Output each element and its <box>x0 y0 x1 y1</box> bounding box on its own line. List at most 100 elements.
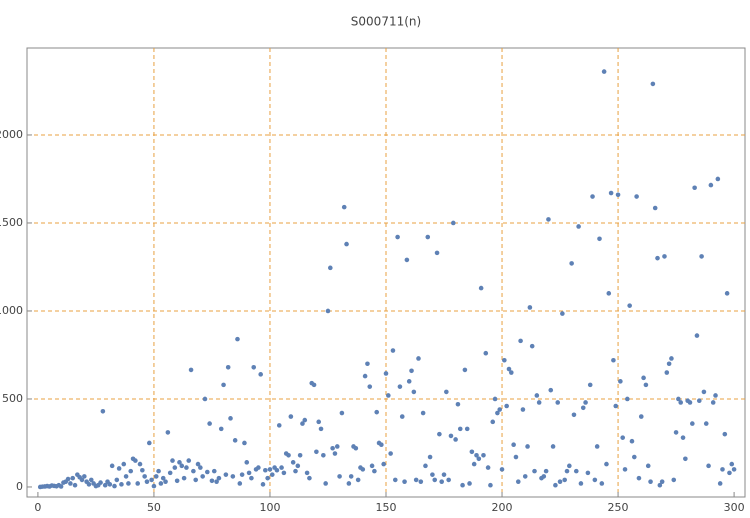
point <box>720 467 725 472</box>
point <box>434 250 440 256</box>
point <box>341 204 347 210</box>
point <box>174 478 180 484</box>
point <box>256 465 261 470</box>
point <box>404 257 410 263</box>
point <box>177 460 182 465</box>
point <box>590 194 595 199</box>
point <box>555 400 561 405</box>
point <box>585 470 591 476</box>
point <box>529 343 535 349</box>
point <box>355 477 361 483</box>
point <box>599 481 605 486</box>
point <box>499 467 505 472</box>
point <box>353 445 359 451</box>
point <box>604 461 609 467</box>
point <box>481 452 486 458</box>
point <box>680 435 686 440</box>
point <box>267 467 273 472</box>
point <box>550 444 556 449</box>
point <box>126 481 131 486</box>
point <box>636 475 642 481</box>
point <box>587 382 593 388</box>
point <box>652 205 658 211</box>
point <box>727 470 732 476</box>
point <box>676 396 681 402</box>
point <box>318 426 324 432</box>
point <box>532 468 537 474</box>
point <box>321 452 326 458</box>
point <box>520 407 526 412</box>
point <box>645 463 651 469</box>
point <box>625 396 630 402</box>
point <box>541 474 547 479</box>
point <box>72 482 78 488</box>
point <box>573 468 579 474</box>
point <box>100 408 106 414</box>
x-tick-label: 200 <box>492 501 513 514</box>
point <box>564 468 570 474</box>
point <box>648 479 653 484</box>
point <box>263 467 268 473</box>
point <box>334 444 340 449</box>
point <box>242 440 247 446</box>
point <box>153 474 159 479</box>
point <box>567 463 572 469</box>
point <box>418 479 424 484</box>
point <box>678 400 684 405</box>
point <box>339 410 345 416</box>
point <box>328 265 333 271</box>
point <box>142 474 147 479</box>
point <box>511 442 516 448</box>
point <box>397 384 403 389</box>
point <box>627 303 632 308</box>
point <box>112 483 117 489</box>
x-tick-label: 300 <box>724 501 745 514</box>
point <box>293 468 298 474</box>
point <box>464 426 470 432</box>
point <box>490 419 496 425</box>
point <box>638 414 644 419</box>
point <box>202 396 208 402</box>
point <box>286 452 291 458</box>
point <box>128 468 134 474</box>
point <box>634 194 639 199</box>
point <box>184 465 189 470</box>
point <box>68 481 73 486</box>
point <box>643 382 649 388</box>
point <box>615 192 621 198</box>
point <box>260 482 266 487</box>
point <box>119 482 124 487</box>
point <box>399 414 405 419</box>
point <box>323 481 328 486</box>
point <box>478 285 484 291</box>
point <box>706 463 711 469</box>
point <box>527 305 533 310</box>
point <box>314 449 319 455</box>
point <box>441 472 447 477</box>
point <box>170 458 175 463</box>
point <box>172 465 178 470</box>
point <box>650 81 656 87</box>
point <box>485 465 491 470</box>
point <box>416 356 421 361</box>
point <box>420 410 426 416</box>
point <box>562 477 567 483</box>
point <box>300 421 305 426</box>
point <box>557 479 563 484</box>
point <box>578 481 584 486</box>
point <box>251 364 257 370</box>
point <box>133 458 138 463</box>
point <box>123 474 129 479</box>
point <box>513 454 519 460</box>
point <box>225 364 231 370</box>
point <box>158 481 164 486</box>
point <box>729 461 735 467</box>
point <box>390 348 396 353</box>
point <box>657 482 663 488</box>
point <box>191 468 196 474</box>
point <box>365 361 370 367</box>
point <box>611 357 616 363</box>
point <box>346 481 352 486</box>
x-tick-label: 0 <box>34 501 41 514</box>
